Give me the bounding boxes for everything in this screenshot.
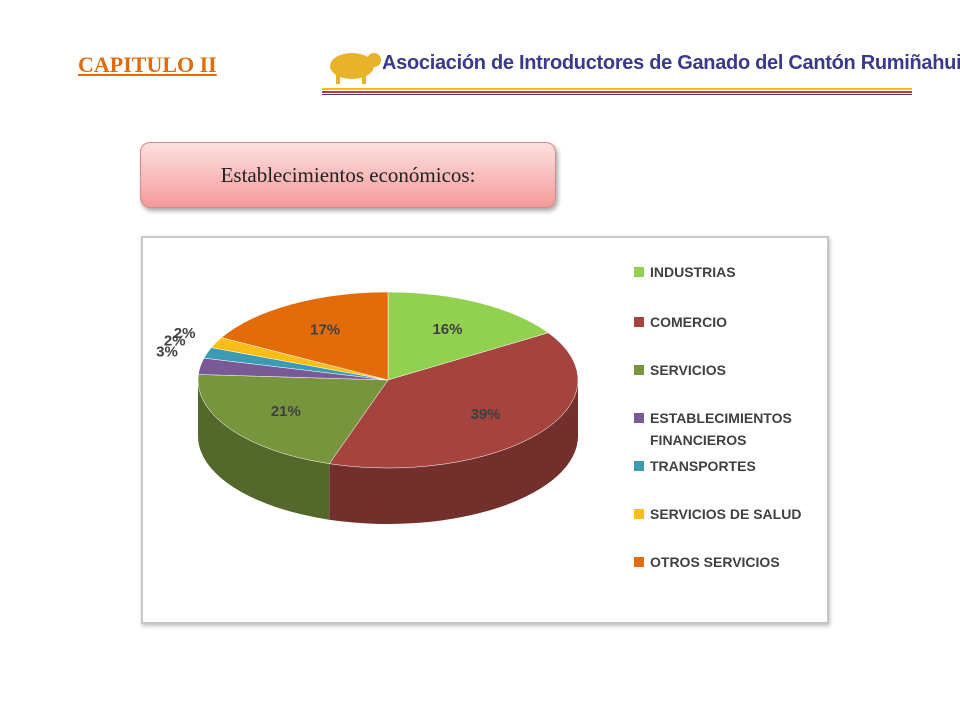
legend-label: ESTABLECIMIENTOS FINANCIEROS bbox=[650, 410, 792, 448]
legend-label: OTROS SERVICIOS bbox=[650, 554, 780, 570]
slice bbox=[387, 291, 549, 381]
legend-swatch bbox=[634, 365, 644, 375]
legend-label: SERVICIOS DE SALUD bbox=[650, 506, 802, 522]
legend-swatch bbox=[634, 413, 644, 423]
slice bbox=[197, 374, 389, 464]
chapter-title: CAPITULO II bbox=[78, 52, 217, 77]
chart-frame bbox=[141, 236, 829, 624]
logo: Asociación de Introductores de Ganado de… bbox=[322, 30, 960, 96]
data-label: 2% bbox=[164, 333, 186, 350]
data-label: 17% bbox=[310, 322, 340, 339]
legend-swatch bbox=[634, 557, 644, 567]
legend-swatch bbox=[634, 267, 644, 277]
slice bbox=[220, 291, 389, 381]
logo-text: Asociación de Introductores de Ganado de… bbox=[382, 52, 960, 74]
legend-label: TRANSPORTES bbox=[650, 458, 756, 474]
data-label: 2% bbox=[174, 325, 196, 342]
logo-graphic bbox=[322, 53, 912, 95]
legend-swatch bbox=[634, 509, 644, 519]
slice-side bbox=[198, 380, 330, 520]
data-label: 39% bbox=[471, 406, 501, 423]
legend-swatch bbox=[634, 317, 644, 327]
legend-label: COMERCIO bbox=[650, 314, 727, 330]
slice bbox=[328, 332, 579, 469]
legend-label: INDUSTRIAS bbox=[650, 264, 736, 280]
legend-swatch bbox=[634, 461, 644, 471]
slice-side bbox=[329, 380, 578, 525]
data-label: 3% bbox=[156, 344, 178, 361]
legend-label: SERVICIOS bbox=[650, 362, 726, 378]
banner: Establecimientos económicos: bbox=[140, 142, 556, 208]
banner-text: Establecimientos económicos: bbox=[220, 162, 476, 187]
data-label: 16% bbox=[432, 321, 462, 338]
data-label: 21% bbox=[271, 403, 301, 420]
